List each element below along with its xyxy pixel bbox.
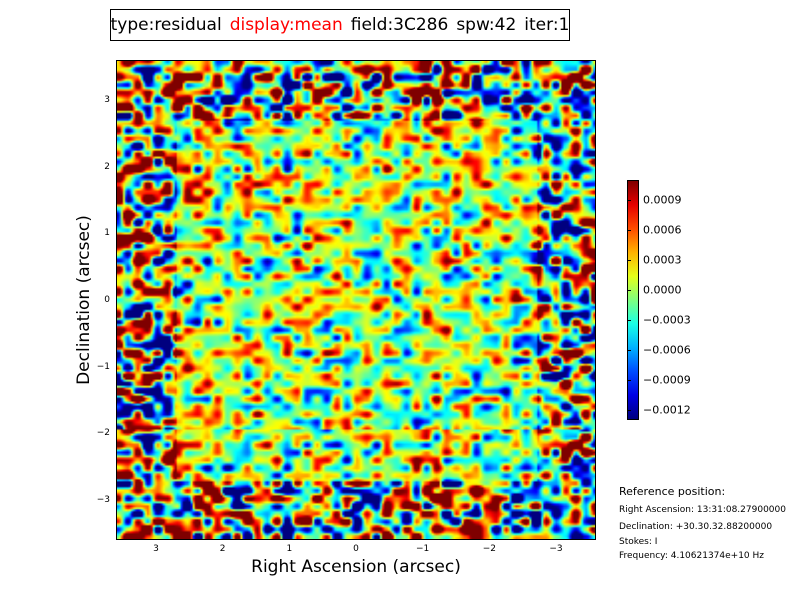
x-tick-label: 1	[286, 544, 293, 554]
reference-heading: Reference position:	[619, 485, 726, 498]
colorbar-tick	[627, 350, 631, 351]
reference-ra: Right Ascension: 13:31:08.27900000	[619, 505, 786, 515]
y-tick-label: 2	[104, 161, 110, 172]
colorbar-tick	[627, 410, 631, 411]
colorbar-tick	[627, 230, 631, 231]
colorbar-tick	[627, 260, 631, 261]
x-tick-label: 2	[219, 544, 226, 554]
colorbar	[627, 180, 639, 420]
y-tick-label: 3	[104, 95, 110, 105]
colorbar-tick-label: 0.0009	[643, 193, 682, 207]
x-tick-label: 0	[353, 544, 359, 554]
title-type: type:residual	[110, 15, 222, 35]
reference-stokes: Stokes: I	[619, 537, 658, 547]
colorbar-tick-label: −0.0006	[643, 343, 691, 357]
colorbar-tick	[627, 200, 631, 201]
plot-title: type:residual display:mean field:3C286 s…	[110, 9, 570, 41]
y-tick-label: 1	[104, 228, 110, 239]
reference-dec: Declination: +30.30.32.88200000	[619, 522, 773, 532]
y-tick-label: −2	[96, 428, 110, 439]
x-axis-label: Right Ascension (arcsec)	[251, 557, 461, 577]
colorbar-tick-label: −0.0012	[643, 403, 691, 417]
colorbar-tick-label: −0.0003	[643, 313, 691, 327]
colorbar-tick	[627, 320, 631, 321]
colorbar-tick-label: 0.0003	[643, 253, 682, 267]
y-tick-label: −3	[96, 495, 110, 505]
x-tick-label: 3	[153, 544, 159, 554]
x-tick-label: −2	[482, 544, 496, 554]
residual-image[interactable]	[116, 60, 596, 540]
colorbar-tick	[627, 290, 631, 291]
colorbar-tick-label: −0.0009	[643, 373, 691, 387]
reference-frequency: Frequency: 4.10621374e+10 Hz	[619, 551, 765, 561]
y-tick-label: −1	[96, 361, 110, 372]
y-tick-label: 0	[104, 295, 110, 305]
x-tick-label: −1	[416, 544, 430, 554]
title-display: display:mean	[229, 15, 343, 35]
x-tick-label: −3	[549, 544, 563, 554]
colorbar-tick-label: 0.0006	[643, 223, 682, 237]
title-iter: iter:1	[524, 15, 570, 35]
y-axis-label: Declination (arcsec)	[74, 215, 94, 385]
residual-image-canvas	[117, 61, 595, 539]
colorbar-tick	[627, 380, 631, 381]
title-field: field:3C286	[350, 15, 449, 35]
colorbar-tick-label: 0.0000	[643, 283, 682, 297]
title-spw: spw:42	[456, 15, 517, 35]
